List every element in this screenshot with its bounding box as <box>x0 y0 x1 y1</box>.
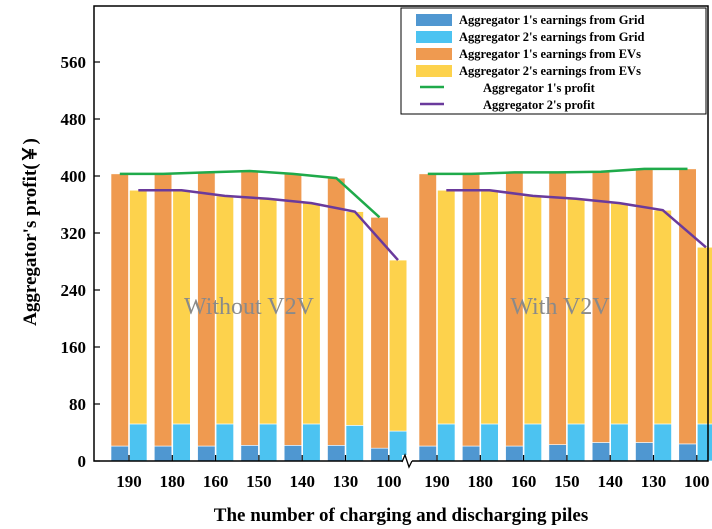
line-agg1-profit <box>119 169 381 219</box>
bar-agg1-grid <box>197 445 216 462</box>
bar-agg2-grid <box>480 423 499 462</box>
bar-agg2-grid <box>172 423 191 462</box>
x-tick-label: 140 <box>597 472 623 491</box>
y-axis-label: Aggregator's profit(￥) <box>20 138 41 326</box>
bar-agg2-grid <box>696 423 712 462</box>
bar-agg1-evs <box>635 168 654 443</box>
y-tick-label: 400 <box>61 167 87 186</box>
bar-agg2-grid <box>129 423 148 462</box>
x-tick-label: 150 <box>246 472 272 491</box>
bar-agg1-evs <box>154 173 173 447</box>
bar-agg1-grid <box>418 445 437 462</box>
x-ticks: 190 180 160 150 140 130 100 190 180 160 150 140 130 1… <box>116 455 710 491</box>
legend-label-evs2: Aggregator 2's earnings from EVs <box>459 64 641 78</box>
bar-agg2-evs <box>653 209 672 425</box>
legend-label-profit2: Aggregator 2's profit <box>483 98 596 112</box>
legend-label-evs1: Aggregator 1's earnings from EVs <box>459 47 641 61</box>
legend-swatch-grid2 <box>416 31 452 43</box>
legend-swatch-evs1 <box>416 48 452 60</box>
x-tick-label: 100 <box>684 472 710 491</box>
bar-agg2-grid <box>302 423 321 462</box>
bar-agg1-grid <box>327 445 346 462</box>
x-tick-label: 160 <box>511 472 537 491</box>
bar-agg2-grid <box>437 423 456 462</box>
x-axis-label: The number of charging and discharging p… <box>214 505 588 526</box>
bar-agg2-evs <box>696 246 712 425</box>
profit-lines-layer <box>119 167 707 261</box>
bar-agg2-grid <box>523 423 542 462</box>
x-tick-label: 130 <box>333 472 359 491</box>
legend: Aggregator 1's earnings from Grid Aggreg… <box>400 7 707 115</box>
y-tick-label: 480 <box>61 110 87 129</box>
y-tick-label: 80 <box>69 395 86 414</box>
y-tick-label: 320 <box>61 224 87 243</box>
bar-agg1-grid <box>591 442 611 462</box>
bar-agg1-grid <box>110 445 129 462</box>
legend-swatch-evs2 <box>416 65 452 77</box>
y-tick-label: 560 <box>61 53 87 72</box>
x-tick-label: 180 <box>468 472 494 491</box>
x-tick-label: 160 <box>203 472 229 491</box>
bar-agg1-grid <box>240 445 259 462</box>
bar-agg1-grid <box>548 444 567 462</box>
bar-agg2-evs <box>437 189 456 425</box>
legend-swatch-grid1 <box>416 14 452 26</box>
bar-agg2-grid <box>215 423 234 462</box>
bar-agg1-evs <box>678 168 697 445</box>
bar-agg1-grid <box>154 445 173 462</box>
bar-agg2-evs <box>610 202 629 425</box>
y-tick-label: 0 <box>78 452 87 471</box>
bar-agg1-grid <box>370 447 389 462</box>
annotation-with-v2v: With V2V <box>510 294 610 320</box>
bar-agg2-grid <box>610 423 629 462</box>
x-tick-label: 190 <box>424 472 450 491</box>
bar-agg1-grid <box>283 445 303 462</box>
bar-agg2-evs <box>345 211 364 426</box>
bar-agg1-evs <box>461 173 481 447</box>
bar-agg2-evs <box>129 189 148 425</box>
bar-agg2-grid <box>259 423 278 462</box>
bar-agg1-evs <box>110 173 129 447</box>
y-ticks: 0 80 160 240 320 400 480 560 <box>61 53 100 471</box>
bar-agg2-grid <box>567 423 586 462</box>
bar-agg2-evs <box>480 189 499 425</box>
x-tick-label: 180 <box>160 472 186 491</box>
bar-agg2-grid <box>345 425 364 462</box>
legend-label-grid1: Aggregator 1's earnings from Grid <box>459 13 644 27</box>
annotation-without-v2v: Without V2V <box>184 294 315 320</box>
bar-agg1-grid <box>635 442 654 462</box>
x-tick-label: 130 <box>641 472 667 491</box>
bar-agg1-grid <box>678 443 697 462</box>
bar-agg2-grid <box>653 423 672 462</box>
line-agg2-profit <box>446 189 707 249</box>
axis-break-marker <box>401 453 413 469</box>
bar-agg2-evs <box>388 259 408 432</box>
legend-label-grid2: Aggregator 2's earnings from Grid <box>459 30 644 44</box>
x-tick-label: 190 <box>116 472 142 491</box>
bar-agg1-evs <box>418 173 437 447</box>
bar-agg1-evs <box>370 217 389 449</box>
y-tick-label: 160 <box>61 338 87 357</box>
x-tick-label: 100 <box>376 472 402 491</box>
bar-agg1-grid <box>505 445 524 462</box>
legend-label-profit1: Aggregator 1's profit <box>483 81 596 95</box>
line-agg2-profit <box>138 189 399 261</box>
bar-agg1-grid <box>461 445 481 462</box>
x-tick-label: 140 <box>289 472 315 491</box>
bars-layer <box>110 168 712 462</box>
x-tick-label: 150 <box>554 472 580 491</box>
y-tick-label: 240 <box>61 281 87 300</box>
bar-agg1-evs <box>327 177 346 446</box>
line-agg1-profit <box>427 167 688 176</box>
